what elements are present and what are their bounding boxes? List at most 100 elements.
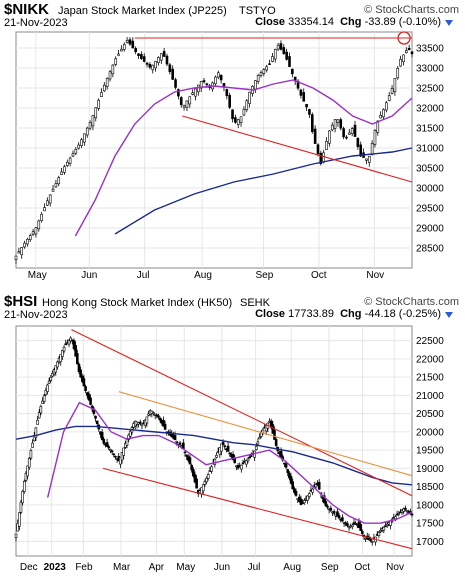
candle-body bbox=[202, 80, 206, 83]
candle-body bbox=[351, 524, 354, 528]
candle-body bbox=[36, 419, 39, 425]
candle-body bbox=[138, 421, 142, 424]
candle-body bbox=[179, 97, 183, 106]
candle-body bbox=[288, 56, 291, 67]
candle-body bbox=[286, 469, 290, 473]
candle-body bbox=[134, 48, 137, 53]
candle-body bbox=[359, 524, 362, 531]
candle-body bbox=[140, 423, 144, 427]
close-value: 17733.89 bbox=[288, 308, 334, 320]
candle-body bbox=[360, 530, 364, 535]
y-tick-label: 21500 bbox=[416, 373, 444, 384]
candle-body bbox=[313, 128, 317, 144]
candle-body bbox=[122, 44, 126, 50]
candle-body bbox=[178, 442, 182, 445]
candle-body bbox=[302, 92, 306, 102]
chart-exchange: TSTYO bbox=[239, 5, 276, 17]
candle-body bbox=[120, 452, 124, 461]
candle-body bbox=[369, 538, 372, 541]
candle-body bbox=[145, 62, 149, 65]
candle-body bbox=[234, 117, 237, 123]
candle-body bbox=[265, 66, 269, 71]
candle-body bbox=[102, 439, 106, 444]
y-tick-label: 18000 bbox=[416, 500, 444, 511]
candle-body bbox=[107, 446, 111, 449]
hangseng-chart-svg: 17000 17500 18000 18500 19000 19500 20000 20500… bbox=[14, 325, 444, 573]
candle-body bbox=[87, 393, 91, 401]
candle-body bbox=[354, 523, 357, 525]
candle-body bbox=[291, 481, 295, 489]
candle-body bbox=[336, 511, 339, 517]
candle-body bbox=[43, 207, 46, 212]
y-tick-label: 19000 bbox=[416, 464, 444, 475]
candle-body bbox=[159, 53, 163, 61]
candle-body bbox=[48, 194, 52, 204]
candle-body bbox=[91, 115, 95, 127]
candle-body bbox=[94, 107, 98, 119]
candle-body bbox=[110, 450, 114, 453]
ma50-line bbox=[46, 401, 413, 524]
candle-body bbox=[356, 137, 360, 147]
candle-body bbox=[225, 89, 229, 97]
candle-body bbox=[279, 450, 283, 458]
candle-body bbox=[56, 361, 59, 368]
candle-body bbox=[262, 69, 266, 74]
y-tick-label: 31000 bbox=[416, 144, 444, 155]
candle-body bbox=[245, 460, 248, 465]
close-label: Close bbox=[255, 308, 286, 320]
highlight-circle bbox=[397, 31, 411, 45]
candle-body bbox=[221, 441, 225, 445]
y-tick-label: 29000 bbox=[416, 224, 444, 235]
x-tick-label: Mar bbox=[113, 562, 131, 573]
candle-body bbox=[246, 458, 250, 462]
candle-body bbox=[399, 58, 402, 67]
candle-body bbox=[59, 354, 63, 362]
candle-body bbox=[402, 54, 405, 63]
candle-body bbox=[206, 474, 210, 479]
candle-body bbox=[324, 501, 328, 507]
candle-body bbox=[157, 415, 160, 418]
candle-body bbox=[105, 442, 109, 447]
trendline bbox=[118, 391, 413, 477]
candle-body bbox=[276, 44, 280, 50]
candle-body bbox=[54, 183, 58, 188]
candle-body bbox=[61, 350, 64, 357]
candle-body bbox=[330, 124, 334, 131]
candle-body bbox=[82, 378, 86, 387]
candle-body bbox=[274, 439, 278, 446]
candle-body bbox=[296, 80, 300, 89]
dropdown-arrow-icon[interactable] bbox=[445, 20, 453, 26]
candle-body bbox=[119, 456, 122, 465]
chart-symbol: $HSI bbox=[4, 293, 38, 310]
candle-body bbox=[231, 454, 235, 461]
y-tick-label: 17000 bbox=[416, 537, 444, 548]
chart-header: $NIKK Japan Stock Market Index (JP225) T… bbox=[0, 0, 465, 32]
y-tick-label: 31500 bbox=[416, 124, 444, 135]
candle-body bbox=[203, 481, 207, 485]
candle-body bbox=[34, 227, 38, 235]
candle-body bbox=[289, 476, 293, 484]
candle-body bbox=[284, 462, 288, 468]
candle-body bbox=[51, 373, 54, 377]
chart-date: 21-Nov-2023 bbox=[4, 17, 68, 29]
candle-body bbox=[219, 74, 223, 81]
dropdown-arrow-icon[interactable] bbox=[445, 312, 453, 318]
candle-body bbox=[223, 445, 227, 448]
candle-body bbox=[20, 247, 23, 256]
candle-body bbox=[44, 390, 48, 396]
candle-body bbox=[162, 420, 165, 427]
chg-value: -44.18 (-0.25%) bbox=[364, 308, 441, 320]
candle-body bbox=[183, 451, 187, 454]
candle-body bbox=[109, 449, 112, 451]
candle-body bbox=[210, 466, 213, 472]
candle-body bbox=[28, 235, 32, 240]
y-tick-label: 32500 bbox=[416, 84, 444, 95]
candle-body bbox=[215, 455, 218, 458]
x-tick-label: Sep bbox=[256, 270, 274, 281]
candle-body bbox=[314, 484, 318, 488]
candle-body bbox=[322, 495, 326, 504]
candle-body bbox=[254, 446, 258, 450]
candle-body bbox=[158, 417, 162, 421]
chart-header: $HSI Hong Kong Stock Market Index (HK50)… bbox=[0, 292, 465, 324]
candle-body bbox=[220, 443, 223, 452]
